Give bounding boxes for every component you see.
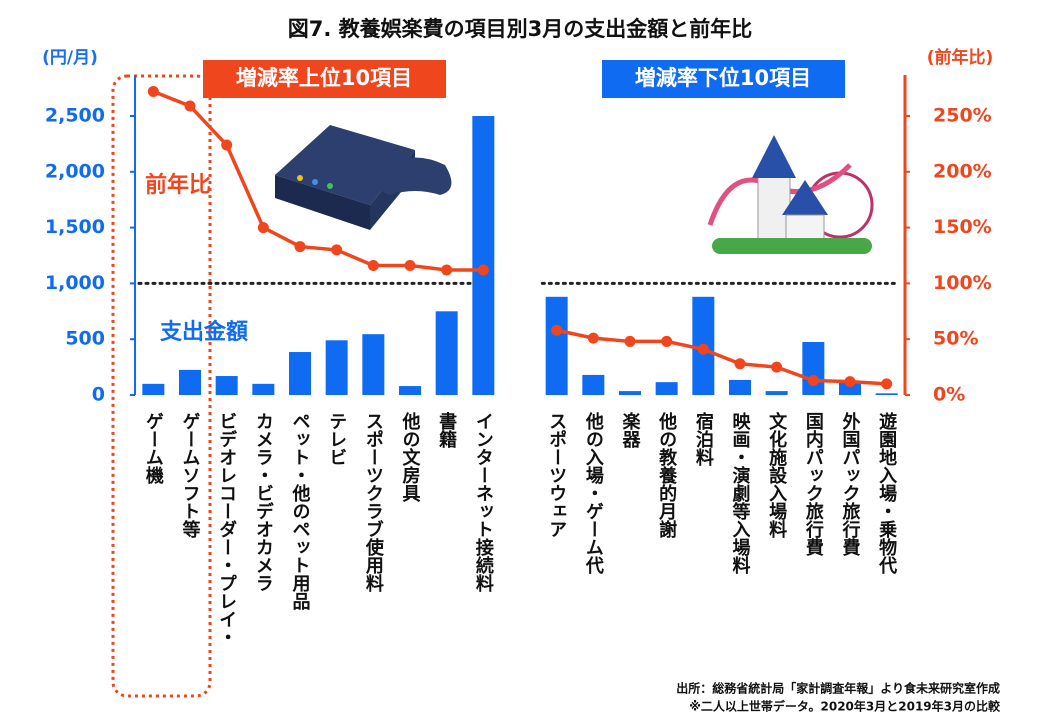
legend-label: 前年比	[145, 172, 211, 198]
source-note: ※二人以上世帯データ。2020年3月と2019年3月の比較	[689, 699, 1001, 714]
source-note: 出所：総務省統計局「家計調査年報」より食未来研究室作成	[676, 681, 1000, 696]
x-tick-label: ゲーム機	[143, 412, 164, 485]
line-point	[587, 332, 599, 344]
x-tick-label: ゲームソフト等	[180, 412, 201, 539]
x-tick-label: 国内パック旅行費	[803, 412, 825, 557]
x-tick-label: 遊園地入場・乗物代	[876, 411, 898, 575]
line-point	[844, 376, 856, 388]
line-point	[624, 335, 636, 347]
bar	[802, 341, 825, 395]
y-tick-label: 1,000	[45, 272, 105, 294]
y-axis-label: (円/月)	[42, 48, 98, 68]
line-point	[807, 374, 819, 386]
line-point	[551, 324, 563, 336]
line	[152, 89, 887, 386]
group-label: 増減率上位10項目	[236, 66, 412, 90]
x-tick-label: インターネット接続料	[473, 412, 494, 593]
amusement-park-illustration	[707, 135, 874, 254]
y-tick-label: 0	[92, 384, 105, 406]
group-label-box	[203, 60, 446, 98]
y2-tick-label: 150%	[933, 216, 992, 238]
line-point	[881, 378, 893, 390]
x-tick-label: 宿泊料	[693, 411, 714, 467]
legend-label: 支出金額	[160, 319, 248, 345]
bar	[619, 391, 641, 395]
y2-tick-label: 250%	[933, 105, 992, 127]
y-tick-label: 2,500	[45, 105, 105, 127]
bar	[325, 340, 348, 395]
line-point	[771, 361, 783, 373]
bar	[179, 369, 201, 395]
y-tick-label: 1,500	[45, 216, 105, 238]
bar	[252, 383, 275, 395]
bar	[435, 311, 458, 395]
game-console-illustration	[275, 125, 452, 230]
x-tick-label: テレビ	[326, 412, 347, 466]
x-tick-label: ビデオレコーダー・プレイ・	[216, 412, 237, 646]
y2-tick-label: 50%	[933, 328, 978, 350]
bar	[362, 334, 385, 395]
group-label-box	[602, 60, 845, 98]
line-point	[367, 260, 379, 272]
bar	[215, 376, 238, 395]
chart-title: 図7. 教養娯楽費の項目別3月の支出金額と前年比	[288, 17, 753, 41]
y-tick-label: 2,000	[45, 160, 105, 182]
bar	[875, 393, 898, 395]
x-tick-label: 書籍	[436, 412, 458, 449]
bar	[142, 383, 165, 395]
bar	[289, 352, 311, 395]
y2-tick-label: 200%	[933, 160, 992, 182]
bar	[399, 386, 421, 395]
x-tick-label: 他の教養的月謝	[656, 411, 678, 539]
line-point	[184, 100, 196, 112]
x-tick-label: 外国パック旅行費	[840, 411, 862, 557]
x-tick-label: 文化施設入場料	[766, 411, 787, 539]
line-point	[147, 85, 159, 97]
x-tick-label: スポーツウェア	[546, 412, 567, 538]
y2-tick-label: 100%	[933, 272, 992, 294]
bar	[545, 296, 568, 395]
line-point	[331, 244, 343, 256]
line-point	[257, 222, 269, 234]
bar	[765, 391, 788, 395]
highlight-box	[111, 74, 212, 698]
line-point	[697, 343, 709, 355]
x-tick-label: ペット・他のペット用品	[290, 412, 312, 611]
y2-tick-label: 0%	[933, 384, 965, 406]
x-tick-label: 他の入場・ゲーム代	[583, 411, 605, 575]
x-tick-label: 楽器	[620, 411, 642, 449]
group-label: 増減率下位10項目	[635, 66, 811, 90]
line-point	[221, 139, 233, 151]
line-point	[404, 260, 416, 272]
line-point	[477, 264, 489, 276]
x-tick-label: カメラ・ビデオカメラ	[253, 412, 274, 592]
x-tick-label: 他の文房具	[400, 411, 422, 503]
line-point	[294, 241, 306, 253]
bar	[839, 382, 861, 395]
x-tick-label: スポーツクラブ使用料	[363, 412, 385, 593]
x-tick-label: 映画・演劇等入場料	[730, 411, 751, 575]
bar	[655, 382, 678, 395]
y2-axis-label: (前年比)	[927, 47, 994, 68]
line-point	[441, 264, 453, 276]
line-point	[734, 358, 746, 370]
bar	[582, 374, 605, 395]
line-point	[661, 335, 673, 347]
y-tick-label: 500	[65, 328, 105, 350]
bar	[729, 379, 751, 395]
bar	[472, 116, 495, 395]
